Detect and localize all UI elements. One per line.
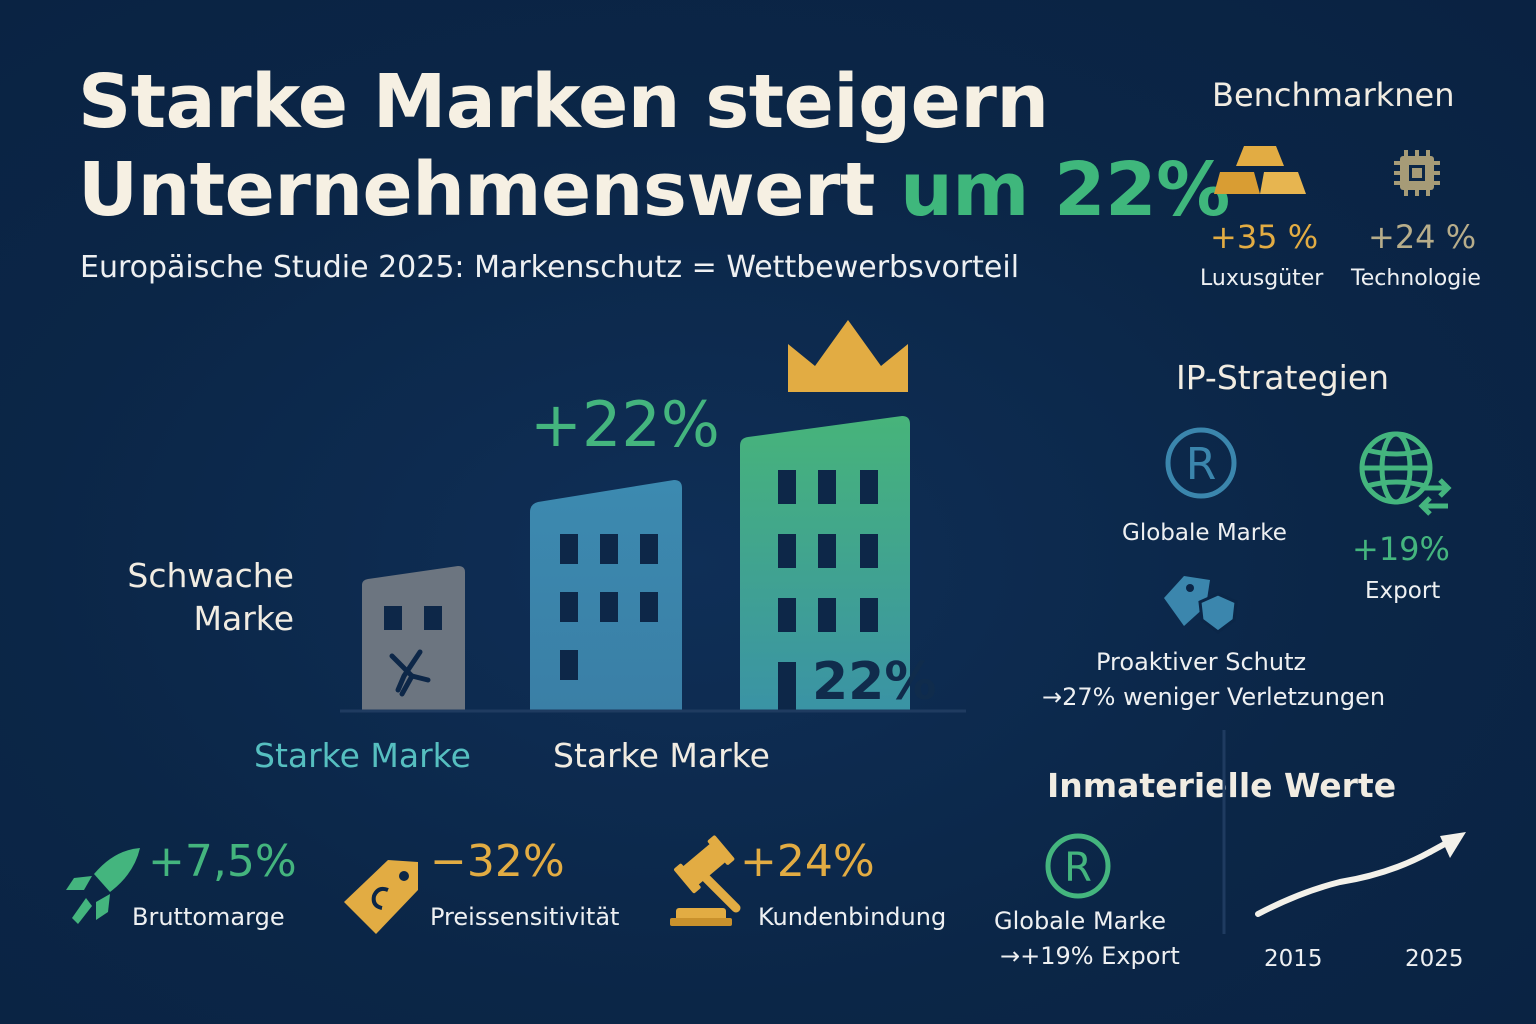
crown-icon — [788, 320, 908, 392]
kpi-label-margin: Bruttomarge — [132, 903, 285, 931]
benchmark-value-tech: +24 % — [1368, 218, 1477, 256]
ip-export-value: +19% — [1352, 530, 1450, 568]
registered-icon: R — [1165, 427, 1237, 499]
protection-label-2: →27% weniger Verletzungen — [1042, 683, 1386, 711]
cracked-icon — [389, 649, 431, 697]
mid-brand-building — [530, 480, 682, 710]
benchmark-label-luxury: Luxusgüter — [1200, 266, 1324, 291]
strong-brand-label-1: Starke Marke — [254, 736, 471, 775]
kpi-label-loyalty: Kundenbindung — [758, 903, 947, 931]
subtitle: Europäische Studie 2025: Markenschutz = … — [80, 250, 1020, 285]
bar-inner-label: 22% — [812, 652, 937, 712]
intangibles-brand-line-1: Globale Marke — [994, 907, 1167, 935]
title-accent: um 22% — [900, 147, 1230, 233]
page-title: Starke Marken steigern Unternehmenswert … — [78, 58, 1230, 234]
svg-text:R: R — [1064, 845, 1092, 891]
benchmarks-title: Benchmarknen — [1212, 76, 1455, 114]
globe-icon — [1359, 431, 1452, 516]
benchmark-label-tech: Technologie — [1351, 266, 1481, 291]
kpi-value-loyalty: +24% — [740, 836, 875, 887]
weak-brand-building — [362, 566, 465, 710]
kpi-label-price: Preissensitivität — [430, 903, 620, 931]
benchmark-value-luxury: +35 % — [1210, 218, 1319, 256]
ip-export-label: Export — [1365, 578, 1441, 604]
weak-label-line-2: Marke — [193, 599, 295, 638]
growth-label: +22% — [530, 388, 720, 461]
trend-line — [1255, 849, 1433, 917]
intangibles-trend-chart — [1222, 730, 1466, 934]
weak-brand-label: Schwache Marke — [114, 554, 294, 640]
building-chart — [340, 320, 966, 713]
registered-icon-green: R — [1045, 833, 1111, 899]
intangibles-title: Inmaterielle Werte — [1047, 766, 1397, 805]
gavel-icon — [670, 835, 741, 926]
kpi-value-margin: +7,5% — [148, 836, 297, 887]
trend-year-start: 2015 — [1264, 946, 1323, 972]
svg-text:R: R — [1186, 439, 1217, 490]
trend-year-end: 2025 — [1405, 946, 1464, 972]
price-tag-icon — [344, 860, 418, 934]
title-line-2: Unternehmenswert um 22% — [78, 146, 1230, 234]
weak-label-line-1: Schwache — [127, 556, 294, 595]
gold-bars-icon — [1214, 146, 1306, 194]
ip-strategies-title: IP-Strategien — [1176, 358, 1390, 397]
kpi-value-price: −32% — [430, 836, 565, 887]
ip-global-brand-label: Globale Marke — [1122, 520, 1287, 546]
trend-arrowhead — [1440, 832, 1466, 858]
title-line-2-main: Unternehmenswert — [78, 147, 875, 233]
title-line-1: Starke Marken steigern — [78, 59, 1049, 145]
intangibles-brand-line-2: →+19% Export — [1000, 942, 1180, 970]
chip-icon — [1394, 150, 1440, 196]
strong-brand-label-2: Starke Marke — [553, 736, 770, 775]
shield-tag-icon — [1164, 576, 1238, 634]
strong-brand-building — [740, 416, 910, 710]
protection-label-1: Proaktiver Schutz — [1096, 648, 1307, 676]
rocket-icon — [66, 848, 140, 924]
